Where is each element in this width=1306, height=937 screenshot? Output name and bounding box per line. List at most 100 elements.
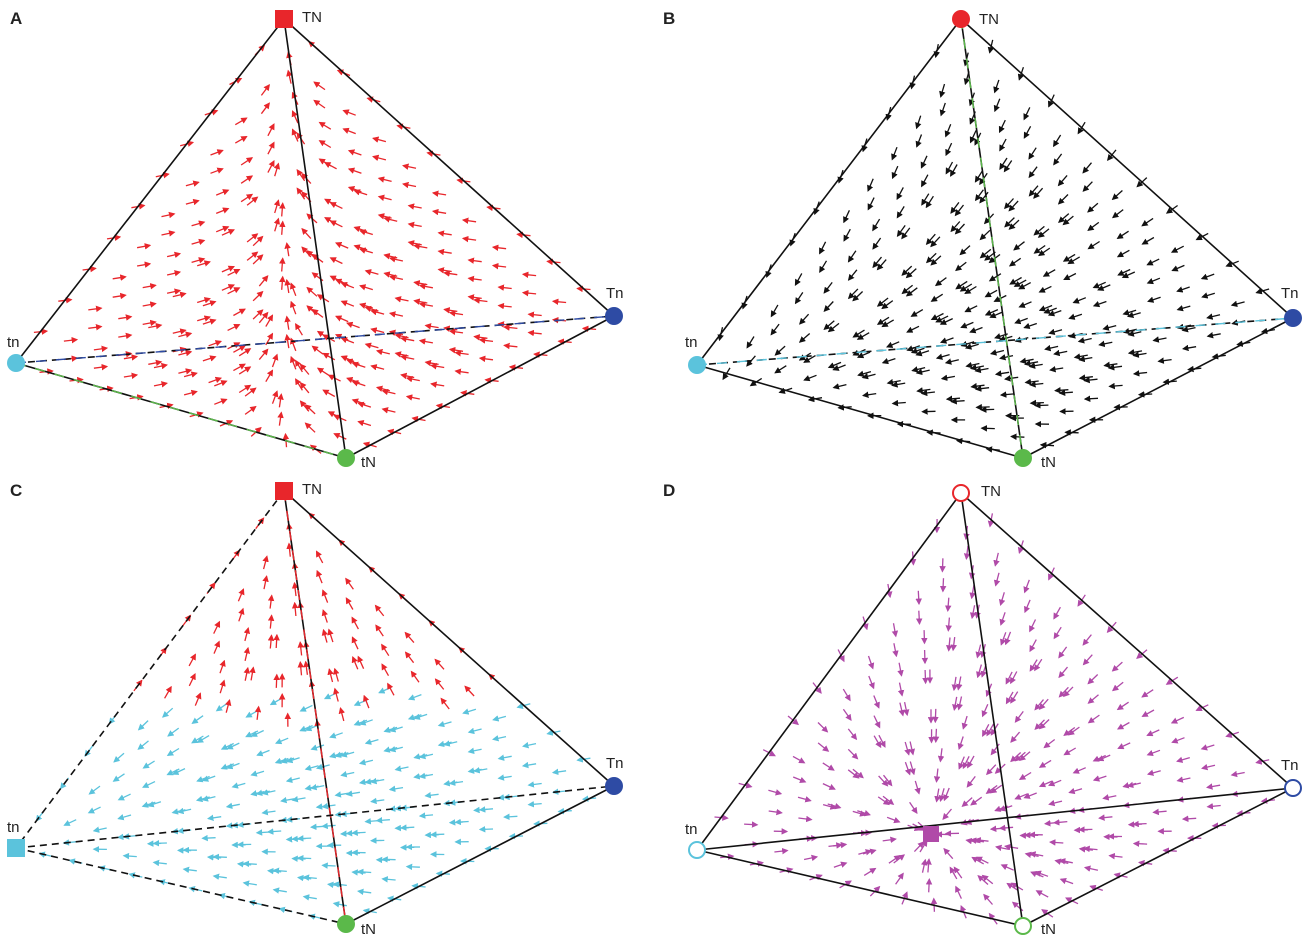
field-arrow <box>521 289 537 297</box>
field-arrow <box>1230 300 1245 308</box>
field-arrow <box>197 315 211 322</box>
field-arrow <box>527 781 542 788</box>
field-arrow <box>896 187 904 201</box>
panel-label-b: B <box>663 9 675 28</box>
vertex-label-bottom-b: tN <box>1041 454 1056 468</box>
field-arrow <box>1028 362 1043 369</box>
field-arrow <box>961 797 973 808</box>
field-arrow <box>191 238 206 246</box>
field-arrow <box>882 795 895 806</box>
field-arrow <box>819 260 828 274</box>
field-arrow <box>852 768 864 779</box>
edge-BR <box>1022 317 1294 459</box>
field-arrow <box>944 124 952 138</box>
field-arrow <box>238 366 252 375</box>
field-arrow <box>351 655 359 670</box>
field-arrow <box>418 338 434 345</box>
field-arrow <box>1121 271 1136 279</box>
field-arrow <box>998 119 1006 134</box>
field-arrow <box>238 348 252 357</box>
field-arrow <box>306 286 318 297</box>
field-arrow <box>955 280 968 290</box>
field-arrow <box>882 774 893 787</box>
field-arrow <box>934 277 947 287</box>
field-arrow <box>289 355 297 370</box>
vertex-label-right-b: Tn <box>1281 285 1299 302</box>
field-arrow <box>803 355 816 363</box>
field-arrow <box>1034 870 1049 877</box>
field-arrow <box>1102 324 1117 331</box>
field-arrow <box>857 370 872 377</box>
field-arrow <box>1008 200 1019 212</box>
field-arrow <box>935 353 950 360</box>
field-arrow <box>852 329 865 338</box>
field-arrow <box>351 361 366 368</box>
field-arrow <box>418 772 434 780</box>
field-arrow <box>112 274 127 281</box>
field-arrow <box>1043 307 1057 314</box>
field-arrow <box>1010 731 1021 743</box>
field-arrow <box>316 367 330 376</box>
field-arrow <box>464 685 475 697</box>
field-arrow <box>242 860 257 868</box>
field-arrow <box>233 308 246 317</box>
field-arrow <box>1170 245 1184 253</box>
field-arrow <box>822 783 836 790</box>
field-arrow <box>152 859 167 867</box>
field-arrow <box>212 853 227 861</box>
field-arrow <box>964 285 977 294</box>
field-arrow <box>405 375 420 383</box>
field-arrow <box>1028 166 1038 179</box>
field-arrow <box>413 713 428 720</box>
field-arrow <box>915 368 930 376</box>
field-arrow <box>1053 134 1062 148</box>
field-arrow <box>394 332 409 340</box>
field-arrow <box>768 789 783 796</box>
field-arrow <box>1038 247 1051 257</box>
field-arrow <box>166 288 182 295</box>
field-arrow <box>823 301 834 312</box>
field-arrow <box>1018 301 1032 308</box>
panel-b: B TN tn Tn tN <box>653 0 1306 468</box>
panel-label-a: A <box>10 9 22 28</box>
field-arrow <box>272 867 287 874</box>
field-arrow <box>202 318 217 325</box>
field-arrow <box>976 664 983 679</box>
field-arrow <box>896 225 906 237</box>
field-arrow <box>370 777 385 785</box>
field-arrow <box>925 858 932 873</box>
field-arrow <box>407 221 422 229</box>
field-arrow <box>359 247 373 254</box>
field-arrow <box>774 345 786 356</box>
field-arrow <box>88 305 103 313</box>
field-arrow <box>304 404 316 415</box>
field-arrow <box>183 389 198 397</box>
field-arrow <box>497 774 512 781</box>
field-arrow <box>965 361 980 369</box>
field-arrow <box>930 255 942 266</box>
field-arrow <box>527 311 542 318</box>
field-arrow <box>770 323 780 336</box>
field-arrow <box>333 432 347 440</box>
field-arrow <box>990 784 1003 794</box>
vertices-d <box>688 484 1302 935</box>
field-arrow <box>318 140 332 149</box>
field-arrow <box>856 351 871 359</box>
field-arrow <box>842 688 851 702</box>
field-arrow <box>225 802 240 809</box>
field-arrow <box>405 863 420 871</box>
field-arrow <box>915 115 922 130</box>
field-arrow <box>774 365 787 374</box>
field-arrow <box>461 217 477 224</box>
field-arrow <box>868 675 875 690</box>
field-arrow <box>1072 767 1086 774</box>
field-arrow <box>321 609 328 623</box>
field-arrow <box>226 762 240 770</box>
field-arrow <box>1057 194 1069 205</box>
field-arrow <box>1176 286 1190 293</box>
field-arrow <box>823 320 835 331</box>
field-arrow <box>842 708 852 721</box>
field-arrow <box>448 346 464 354</box>
field-arrow <box>405 394 420 401</box>
field-arrow <box>273 633 280 649</box>
